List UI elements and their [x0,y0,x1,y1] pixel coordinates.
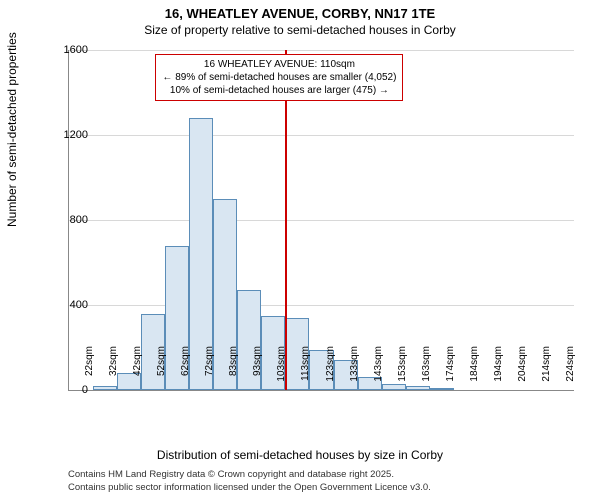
x-tick-label: 93sqm [252,346,263,396]
chart-container: 16, WHEATLEY AVENUE, CORBY, NN17 1TE Siz… [0,0,600,500]
chart-subtitle: Size of property relative to semi-detach… [0,23,600,41]
x-tick-label: 184sqm [469,346,480,396]
x-tick-label: 83sqm [228,346,239,396]
attribution: Contains HM Land Registry data © Crown c… [68,469,431,494]
x-tick-label: 204sqm [517,346,528,396]
y-tick-label: 1200 [48,129,88,141]
y-tick-label: 0 [48,384,88,396]
x-tick-label: 163sqm [421,346,432,396]
x-tick-label: 133sqm [349,346,360,396]
attribution-line2: Contains public sector information licen… [68,482,431,494]
annotation-line3: 10% of semi-detached houses are larger (… [162,84,396,97]
x-tick-label: 123sqm [325,346,336,396]
x-tick-label: 153sqm [397,346,408,396]
x-tick-label: 174sqm [445,346,456,396]
annotation-line1: 16 WHEATLEY AVENUE: 110sqm [162,58,396,71]
grid-line [69,135,574,136]
grid-line [69,305,574,306]
chart-title: 16, WHEATLEY AVENUE, CORBY, NN17 1TE [0,0,600,23]
x-tick-label: 62sqm [180,346,191,396]
y-axis-label: Number of semi-detached properties [5,32,19,227]
x-tick-label: 42sqm [132,346,143,396]
plot-area: 16 WHEATLEY AVENUE: 110sqm ← 89% of semi… [68,50,574,391]
x-tick-label: 214sqm [541,346,552,396]
x-tick-label: 32sqm [108,346,119,396]
attribution-line1: Contains HM Land Registry data © Crown c… [68,469,431,481]
y-tick-label: 800 [48,214,88,226]
annotation-line2: ← 89% of semi-detached houses are smalle… [162,71,396,84]
reference-line [285,50,287,390]
x-tick-label: 224sqm [565,346,576,396]
x-tick-label: 72sqm [204,346,215,396]
y-tick-label: 400 [48,299,88,311]
x-tick-label: 22sqm [84,346,95,396]
x-axis-label: Distribution of semi-detached houses by … [0,448,600,462]
annotation-box: 16 WHEATLEY AVENUE: 110sqm ← 89% of semi… [155,54,403,101]
grid-line [69,50,574,51]
x-tick-label: 194sqm [493,346,504,396]
grid-line [69,220,574,221]
y-tick-label: 1600 [48,44,88,56]
x-tick-label: 113sqm [300,346,311,396]
x-tick-label: 143sqm [373,346,384,396]
x-tick-label: 52sqm [156,346,167,396]
